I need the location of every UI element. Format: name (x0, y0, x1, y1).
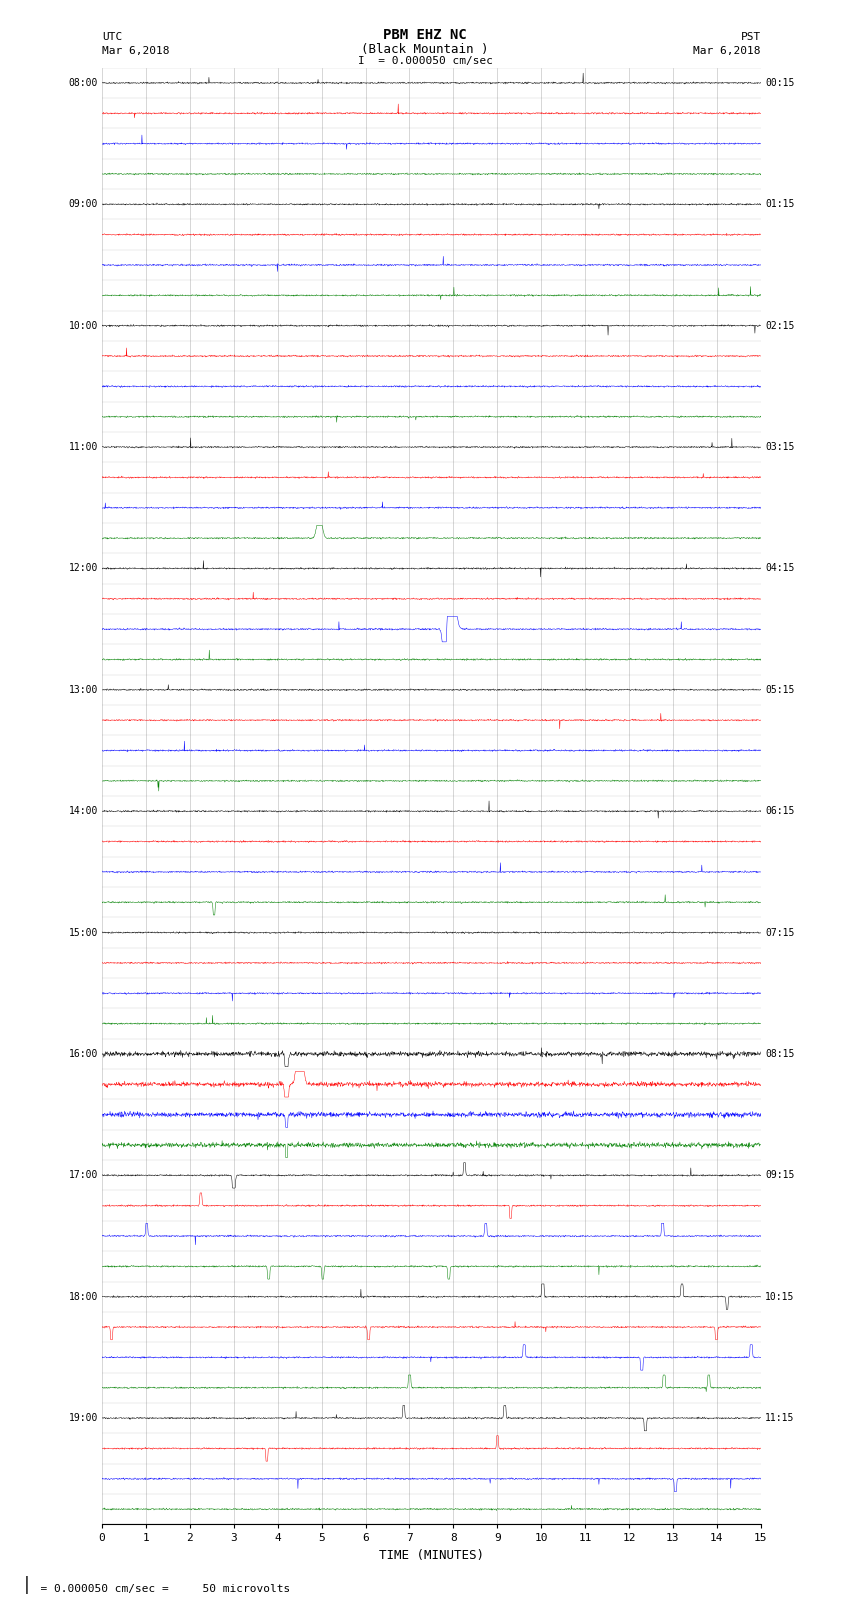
Text: PBM EHZ NC: PBM EHZ NC (383, 27, 467, 42)
Text: 06:15: 06:15 (765, 806, 795, 816)
Text: 17:00: 17:00 (68, 1171, 98, 1181)
Text: 08:15: 08:15 (765, 1048, 795, 1060)
Text: 10:15: 10:15 (765, 1292, 795, 1302)
Text: 10:00: 10:00 (68, 321, 98, 331)
Text: 04:15: 04:15 (765, 563, 795, 574)
Text: Mar 6,2018: Mar 6,2018 (694, 47, 761, 56)
Text: 02:15: 02:15 (765, 321, 795, 331)
Text: Mar 6,2018: Mar 6,2018 (102, 47, 169, 56)
Text: I  = 0.000050 cm/sec: I = 0.000050 cm/sec (358, 56, 492, 66)
Text: |: | (21, 1576, 31, 1594)
Text: 07:15: 07:15 (765, 927, 795, 937)
Text: UTC: UTC (102, 32, 122, 42)
Text: 16:00: 16:00 (68, 1048, 98, 1060)
Text: PST: PST (740, 32, 761, 42)
Text: 03:15: 03:15 (765, 442, 795, 452)
Text: 11:15: 11:15 (765, 1413, 795, 1423)
Text: (Black Mountain ): (Black Mountain ) (361, 44, 489, 56)
Text: 18:00: 18:00 (68, 1292, 98, 1302)
Text: 15:00: 15:00 (68, 927, 98, 937)
Text: 09:00: 09:00 (68, 200, 98, 210)
Text: 09:15: 09:15 (765, 1171, 795, 1181)
Text: 01:15: 01:15 (765, 200, 795, 210)
Text: 19:00: 19:00 (68, 1413, 98, 1423)
Text: 13:00: 13:00 (68, 686, 98, 695)
Text: = 0.000050 cm/sec =     50 microvolts: = 0.000050 cm/sec = 50 microvolts (27, 1584, 291, 1594)
Text: 00:15: 00:15 (765, 77, 795, 89)
Text: 08:00: 08:00 (68, 77, 98, 89)
Text: 11:00: 11:00 (68, 442, 98, 452)
Text: 14:00: 14:00 (68, 806, 98, 816)
X-axis label: TIME (MINUTES): TIME (MINUTES) (379, 1548, 484, 1561)
Text: 05:15: 05:15 (765, 686, 795, 695)
Text: 12:00: 12:00 (68, 563, 98, 574)
